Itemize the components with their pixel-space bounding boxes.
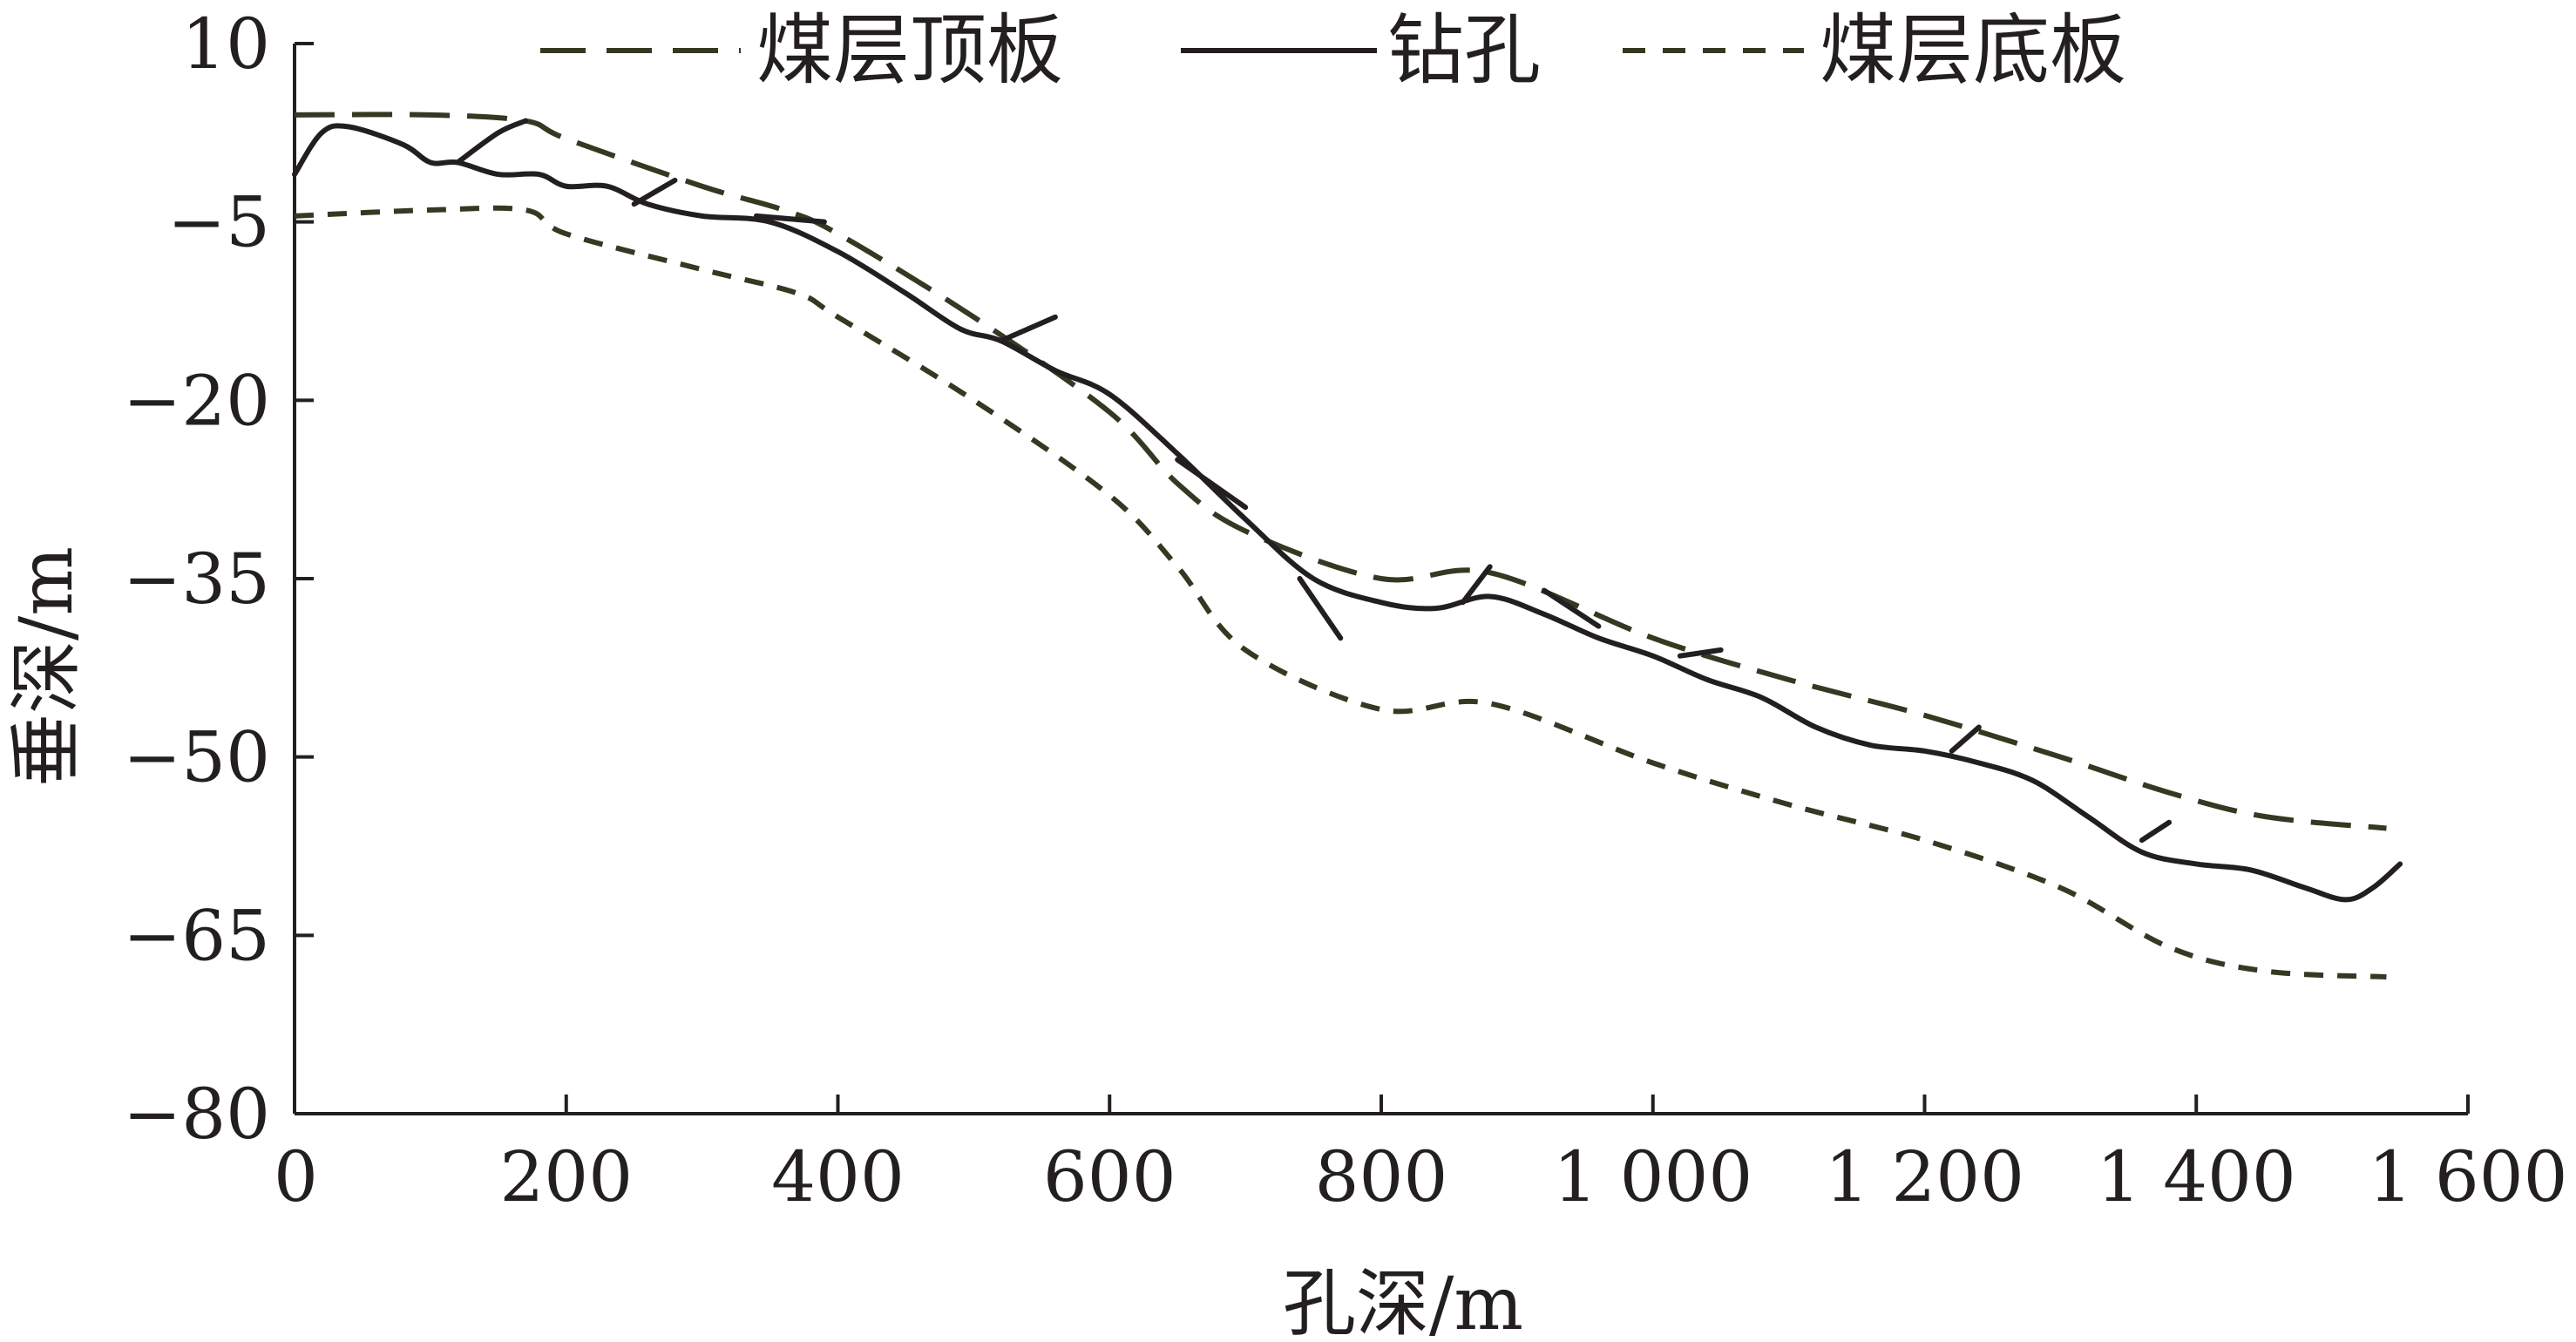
legend-label: 煤层底板 bbox=[1820, 5, 2126, 95]
borehole-branch bbox=[631, 177, 678, 207]
borehole-branch bbox=[2139, 819, 2173, 844]
borehole-branch bbox=[753, 213, 827, 225]
borehole-branch bbox=[1949, 724, 1982, 754]
borehole-branch bbox=[1297, 576, 1344, 641]
x-tick-label: 800 bbox=[1315, 1136, 1448, 1217]
borehole-branch bbox=[1677, 647, 1724, 659]
borehole-branch bbox=[1542, 587, 1602, 629]
x-axis-title: 孔深/m bbox=[1283, 1261, 1523, 1342]
borehole-branch bbox=[455, 118, 528, 166]
x-tick-label: 600 bbox=[1043, 1136, 1176, 1217]
x-tick-label: 1 400 bbox=[2097, 1136, 2296, 1217]
y-tick-label: −20 bbox=[123, 360, 270, 441]
axes-layer: 10 −5 −20 −35 −50 −65 −800 200 400 600 800 1 000 1 2… bbox=[123, 3, 2567, 1217]
legend-label: 煤层顶板 bbox=[756, 5, 1063, 95]
y-tick-label: −65 bbox=[123, 895, 270, 976]
borehole-branch bbox=[998, 314, 1058, 344]
x-tick-label: 1 600 bbox=[2368, 1136, 2567, 1217]
y-axis-title: 垂深/m bbox=[3, 546, 89, 787]
y-tick-label: −50 bbox=[123, 717, 270, 798]
legend-layer: 煤层顶板 钻孔 煤层底板 bbox=[540, 5, 2126, 95]
y-tick-label: −5 bbox=[167, 182, 270, 263]
y-tick-label: 10 bbox=[181, 3, 270, 85]
borehole-branch bbox=[1175, 457, 1249, 511]
legend-label: 钻孔 bbox=[1387, 5, 1541, 95]
series-line-roof bbox=[294, 112, 2387, 831]
x-tick-label: 1 000 bbox=[1553, 1136, 1752, 1217]
x-tick-label: 200 bbox=[499, 1136, 633, 1217]
y-tick-label: −80 bbox=[123, 1074, 270, 1155]
borehole-branch bbox=[1460, 564, 1493, 606]
y-tick-label: −35 bbox=[123, 539, 270, 620]
series-layer bbox=[292, 112, 2403, 980]
series-line-floor bbox=[294, 205, 2387, 980]
x-tick-label: 400 bbox=[771, 1136, 905, 1217]
series-line-borehole bbox=[292, 123, 2403, 903]
x-tick-label: 0 bbox=[274, 1136, 318, 1217]
x-tick-label: 1 200 bbox=[1825, 1136, 2024, 1217]
